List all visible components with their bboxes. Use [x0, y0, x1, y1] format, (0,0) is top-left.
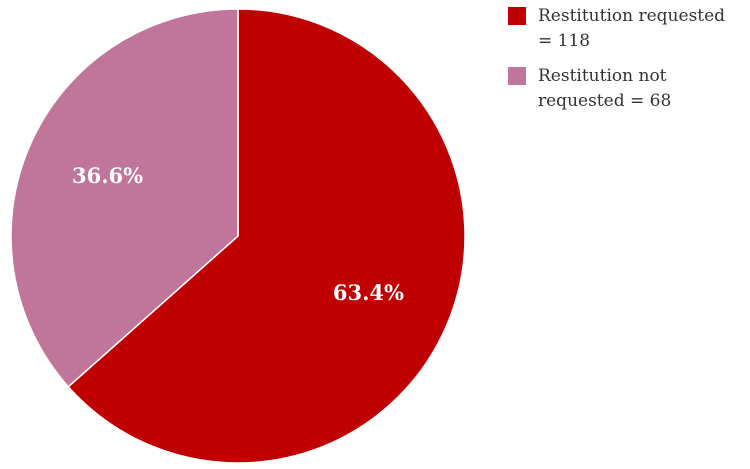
legend-swatch-restitution-requested [508, 7, 526, 25]
legend-label-line-2: = 118 [538, 31, 591, 51]
pie-slice-restitution-not-requested [10, 8, 239, 388]
legend-item-restitution-requested: Restitution requested = 118 [508, 4, 748, 54]
pie-percent-label-restitution-requested: 63.4% [333, 280, 404, 305]
chart-legend: Restitution requested = 118 Restitution … [508, 4, 748, 124]
legend-label-line-1: Restitution not [538, 66, 667, 86]
legend-item-restitution-not-requested: Restitution not requested = 68 [508, 64, 748, 114]
pie-slice-restitution-requested [67, 8, 466, 464]
legend-label-line-1: Restitution requested [538, 6, 726, 26]
legend-swatch-restitution-not-requested [508, 67, 526, 85]
legend-label-line-2: requested = 68 [538, 91, 672, 111]
pie-percent-label-restitution-not-requested: 36.6% [72, 163, 143, 188]
